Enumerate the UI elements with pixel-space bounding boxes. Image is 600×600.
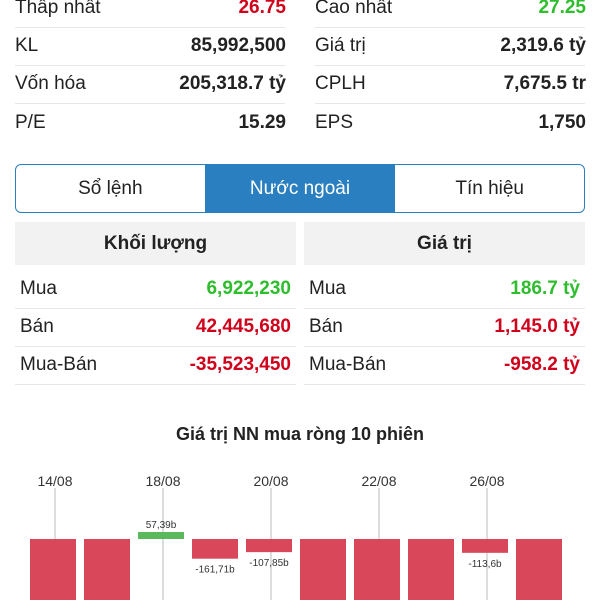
bar-value-label: -107,85b [249,558,289,569]
x-tick-label: 18/08 [145,473,180,489]
chart-bar[interactable] [138,532,184,539]
bar-value-label: 57,39b [146,520,177,531]
stat-value: 1,750 [538,112,586,133]
stat-label: KL [15,35,39,56]
value-row: Mua-Bán -958.2 tỷ [304,346,585,385]
stat-value: 85,992,500 [190,35,286,56]
divider [315,65,585,66]
stat-label: Thấp nhất [15,0,101,18]
divider [315,103,585,104]
row-value: -35,523,450 [189,354,291,375]
chart-title: Giá trị NN mua ròng 10 phiên [175,424,425,444]
chart-bar[interactable] [30,539,76,600]
tab-foreign[interactable]: Nước ngoài [205,165,396,212]
row-value: 186.7 tỷ [510,278,580,299]
bar-value-label: -113,6b [468,559,502,570]
row-value: 1,145.0 tỷ [494,316,580,337]
row-label: Bán [20,316,54,337]
x-tick-label: 14/08 [37,473,72,489]
net-foreign-value-chart: 14/08 18/08 20/08 22/08 26/08 57,39b -161,71b -… [30,473,562,600]
chart-bar[interactable] [84,539,130,600]
stat-label: CPLH [315,73,366,94]
volume-header: Khối lượng [15,222,296,265]
row-value: 6,922,230 [206,278,291,299]
chart-bar[interactable] [300,539,346,600]
row-label: Mua-Bán [309,354,387,375]
chart-bar[interactable] [408,539,454,600]
x-tick-label: 22/08 [361,473,396,489]
volume-row: Mua-Bán -35,523,450 [15,346,296,385]
volume-row: Bán 42,445,680 [15,308,296,347]
x-tick-label: 26/08 [469,473,504,489]
chart-bar[interactable] [354,539,400,600]
volume-row: Mua 6,922,230 [15,270,296,309]
stat-value: 27.25 [538,0,586,18]
value-header: Giá trị [304,222,585,265]
stat-label: P/E [15,112,46,133]
stat-label: Vốn hóa [15,73,86,94]
row-value: -958.2 tỷ [503,354,580,375]
chart-bar[interactable] [246,539,292,553]
stats-row: Thấp nhất 26.75 Cao nhất 27.25 [0,0,600,28]
stat-value: 15.29 [238,112,286,133]
divider [15,103,285,104]
stat-value: 26.75 [238,0,286,18]
value-row: Mua 186.7 tỷ [304,270,585,309]
stat-label: Giá trị [315,35,366,56]
row-value: 42,445,680 [195,316,291,337]
tab-bar: Sổ lệnh Nước ngoài Tín hiệu [15,164,585,213]
stat-label: Cao nhất [315,0,393,18]
chart-bar[interactable] [462,539,508,553]
bar-value-label: -161,71b [195,565,235,576]
row-label: Mua-Bán [20,354,98,375]
x-tick-label: 20/08 [253,473,288,489]
tab-signal[interactable]: Tín hiệu [455,177,524,199]
divider [15,27,285,28]
row-label: Mua [309,278,346,299]
stats-row: KL 85,992,500 Giá trị 2,319.6 tỷ [0,26,600,66]
divider [15,65,285,66]
stats-row: P/E 15.29 EPS 1,750 [0,103,600,143]
divider [315,27,585,28]
stat-label: EPS [315,112,354,133]
row-label: Bán [309,316,343,337]
stat-value: 7,675.5 tr [503,73,586,94]
row-label: Mua [20,278,57,299]
stat-value: 2,319.6 tỷ [500,35,586,56]
value-row: Bán 1,145.0 tỷ [304,308,585,347]
stat-value: 205,318.7 tỷ [179,73,286,94]
chart-bar[interactable] [192,539,238,559]
stats-row: Vốn hóa 205,318.7 tỷ CPLH 7,675.5 tr [0,64,600,104]
tab-order-book[interactable]: Sổ lệnh [16,165,206,212]
chart-bar[interactable] [516,539,562,600]
